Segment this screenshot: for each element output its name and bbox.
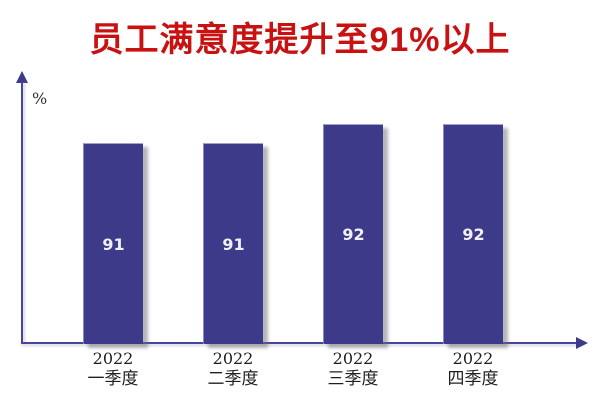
- x-tick-year: 2022: [332, 349, 374, 368]
- bar-value-label: 91: [222, 234, 245, 254]
- x-tick-year: 2022: [452, 349, 494, 368]
- bar-value-label: 92: [342, 225, 365, 244]
- bar-2022-q3: 92: [323, 124, 383, 344]
- x-tick-year: 2022: [212, 349, 254, 368]
- x-tick-quarter: 一季度: [87, 369, 139, 389]
- bar-2022-q1: 91: [83, 143, 143, 344]
- y-axis-arrow-icon: [16, 71, 28, 83]
- x-tick-2022-q3: 2022 三季度: [308, 349, 398, 390]
- y-axis-unit-label: %: [32, 89, 48, 108]
- x-axis-line: [21, 342, 577, 344]
- x-tick-year: 2022: [92, 349, 134, 368]
- x-tick-quarter: 四季度: [447, 369, 499, 389]
- bar-value-label: 92: [462, 225, 485, 244]
- x-tick-quarter: 三季度: [327, 369, 379, 389]
- bar-2022-q2: 91: [203, 143, 263, 344]
- x-tick-quarter: 二季度: [207, 369, 259, 389]
- x-tick-2022-q1: 2022 一季度: [68, 349, 158, 390]
- x-tick-2022-q2: 2022 二季度: [188, 349, 278, 390]
- bar-2022-q4: 92: [443, 124, 503, 344]
- bar-value-label: 91: [102, 234, 125, 254]
- chart-title: 员工满意度提升至91%以上: [89, 21, 511, 59]
- x-axis-arrow-icon: [576, 337, 588, 349]
- x-tick-2022-q4: 2022 四季度: [428, 349, 518, 390]
- y-axis-line: [21, 82, 23, 343]
